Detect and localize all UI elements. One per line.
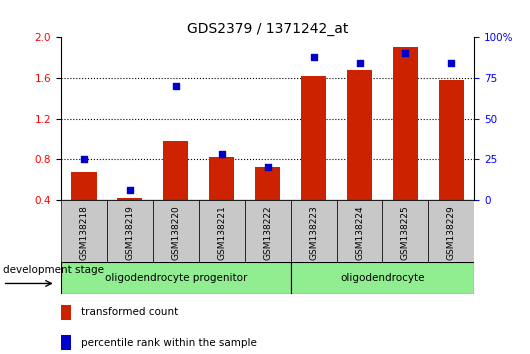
Text: GSM138223: GSM138223 [309, 205, 318, 260]
Point [172, 83, 180, 89]
Bar [107, 200, 153, 262]
Bar [255, 167, 280, 200]
Text: development stage: development stage [3, 265, 104, 275]
Bar [245, 200, 290, 262]
Point [217, 152, 226, 157]
Text: oligodendrocyte progenitor: oligodendrocyte progenitor [104, 273, 247, 283]
Bar [439, 80, 464, 200]
Bar [117, 198, 143, 200]
Point [80, 156, 88, 162]
Bar [347, 70, 372, 200]
Bar [163, 141, 189, 200]
Text: GSM138219: GSM138219 [126, 205, 134, 260]
Point [355, 61, 364, 66]
Text: GSM138224: GSM138224 [355, 205, 364, 259]
Text: oligodendrocyte: oligodendrocyte [340, 273, 425, 283]
Bar [383, 200, 428, 262]
Bar [61, 335, 72, 350]
Bar [337, 200, 383, 262]
Text: GSM138222: GSM138222 [263, 205, 272, 259]
Bar [209, 157, 234, 200]
Point [126, 187, 134, 193]
Bar [61, 304, 72, 320]
Point [447, 61, 456, 66]
Text: transformed count: transformed count [81, 307, 179, 318]
Bar [290, 262, 474, 294]
Bar [153, 200, 199, 262]
Text: GSM138220: GSM138220 [171, 205, 180, 260]
Point [263, 165, 272, 170]
Point [310, 54, 318, 59]
Text: GSM138221: GSM138221 [217, 205, 226, 260]
Bar [61, 262, 290, 294]
Text: GSM138225: GSM138225 [401, 205, 410, 260]
Bar [301, 76, 326, 200]
Point [401, 51, 410, 56]
Bar [393, 47, 418, 200]
Title: GDS2379 / 1371242_at: GDS2379 / 1371242_at [187, 22, 348, 36]
Bar [61, 200, 107, 262]
Text: GSM138218: GSM138218 [80, 205, 89, 260]
Text: percentile rank within the sample: percentile rank within the sample [81, 337, 257, 348]
Bar [71, 172, 96, 200]
Bar [428, 200, 474, 262]
Text: GSM138229: GSM138229 [447, 205, 456, 260]
Bar [290, 200, 337, 262]
Bar [199, 200, 245, 262]
